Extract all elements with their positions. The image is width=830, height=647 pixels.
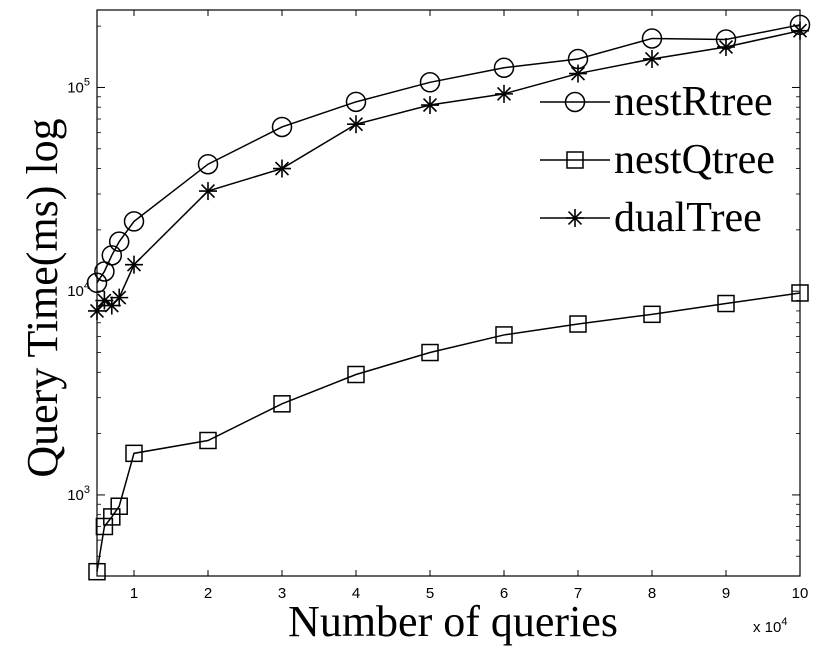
legend: nestRtree nestQtree dualTree [540,79,775,241]
data-point-nestQtree [495,326,513,344]
legend-label: nestRtree [614,79,773,125]
y-axis-label: Query Time(ms) log [18,118,67,477]
data-point-dualTree [347,115,365,134]
data-point-nestRtree [108,231,130,252]
data-point-nestQtree [347,365,365,384]
data-point-nestRtree [641,28,663,49]
data-point-dualTree [110,288,129,307]
data-point-nestRtree [345,91,367,113]
star-stroke [496,86,512,101]
data-point-nestQtree [88,562,106,581]
star-stroke [200,184,216,199]
data-point-dualTree [569,64,587,83]
star-stroke [274,161,290,176]
data-point-dualTree [125,255,143,274]
data-point-nestQtree [273,395,291,413]
star-stroke [126,257,142,272]
star-stroke [570,66,586,81]
data-point-dualTree [643,49,661,68]
data-point-dualTree [273,159,291,178]
x-multiplier-exp: 4 [781,616,787,628]
data-point-dualTree [199,182,217,201]
star-stroke [89,303,105,318]
star-stroke [792,23,808,38]
star-stroke [97,293,112,308]
data-point-dualTree [495,84,513,103]
series-line-nestQtree [96,292,801,572]
data-point-dualTree [717,37,735,56]
series-line-nestRtree [96,24,801,284]
star-stroke [422,97,438,113]
data-point-nestRtree [101,245,123,266]
x-tick-label: 3 [278,585,286,602]
x-multiplier-text: x 10 [753,619,781,636]
x-tick-label: 6 [500,585,508,602]
data-point-nestQtree [569,315,587,333]
legend-label: nestQtree [614,137,775,183]
x-tick-label: 2 [204,585,212,602]
star-stroke [567,210,583,226]
x-tick-label: 8 [648,585,656,602]
legend-marker [566,151,584,169]
data-point-dualTree [421,96,439,115]
x-tick-label: 4 [352,585,360,602]
x-tick-label: 7 [574,585,582,602]
data-point-nestQtree [110,497,128,515]
data-point-nestQtree [643,305,661,324]
star-stroke [718,39,734,55]
x-tick-label: 9 [722,585,730,602]
x-multiplier: x 104 [753,616,787,636]
star-stroke [644,51,660,67]
data-point-nestQtree [199,431,217,450]
star-stroke [112,290,127,305]
data-point-dualTree [95,291,114,310]
plot-area [96,9,801,577]
data-point-nestQtree [791,284,809,302]
data-point-nestQtree [421,343,439,362]
y-axis: 103 104 105 [67,25,800,577]
x-tick-label: 5 [426,585,434,602]
legend-marker [566,209,584,227]
x-axis-label: Number of queries [288,597,618,646]
data-point-nestRtree [493,57,515,78]
legend-label: dualTree [614,195,762,241]
data-point-dualTree [88,301,106,320]
x-tick-label: 1 [130,585,138,602]
data-point-nestRtree [197,153,219,175]
data-point-nestRtree [419,72,441,93]
data-point-nestQtree [125,444,143,463]
y-tick-label: 103 [67,484,90,504]
series-markers [86,14,811,581]
y-tick-label: 105 [67,76,90,96]
data-point-dualTree [791,21,809,40]
data-point-nestRtree [123,211,145,232]
data-point-nestQtree [717,294,735,313]
data-point-nestRtree [271,116,293,138]
x-tick-label: 10 [792,585,809,602]
x-axis: 1 2 3 4 5 6 7 8 9 10 [130,10,809,602]
y-tick-label: 104 [67,280,90,300]
data-point-nestRtree [86,272,108,294]
legend-marker [564,91,586,113]
star-stroke [348,117,364,132]
